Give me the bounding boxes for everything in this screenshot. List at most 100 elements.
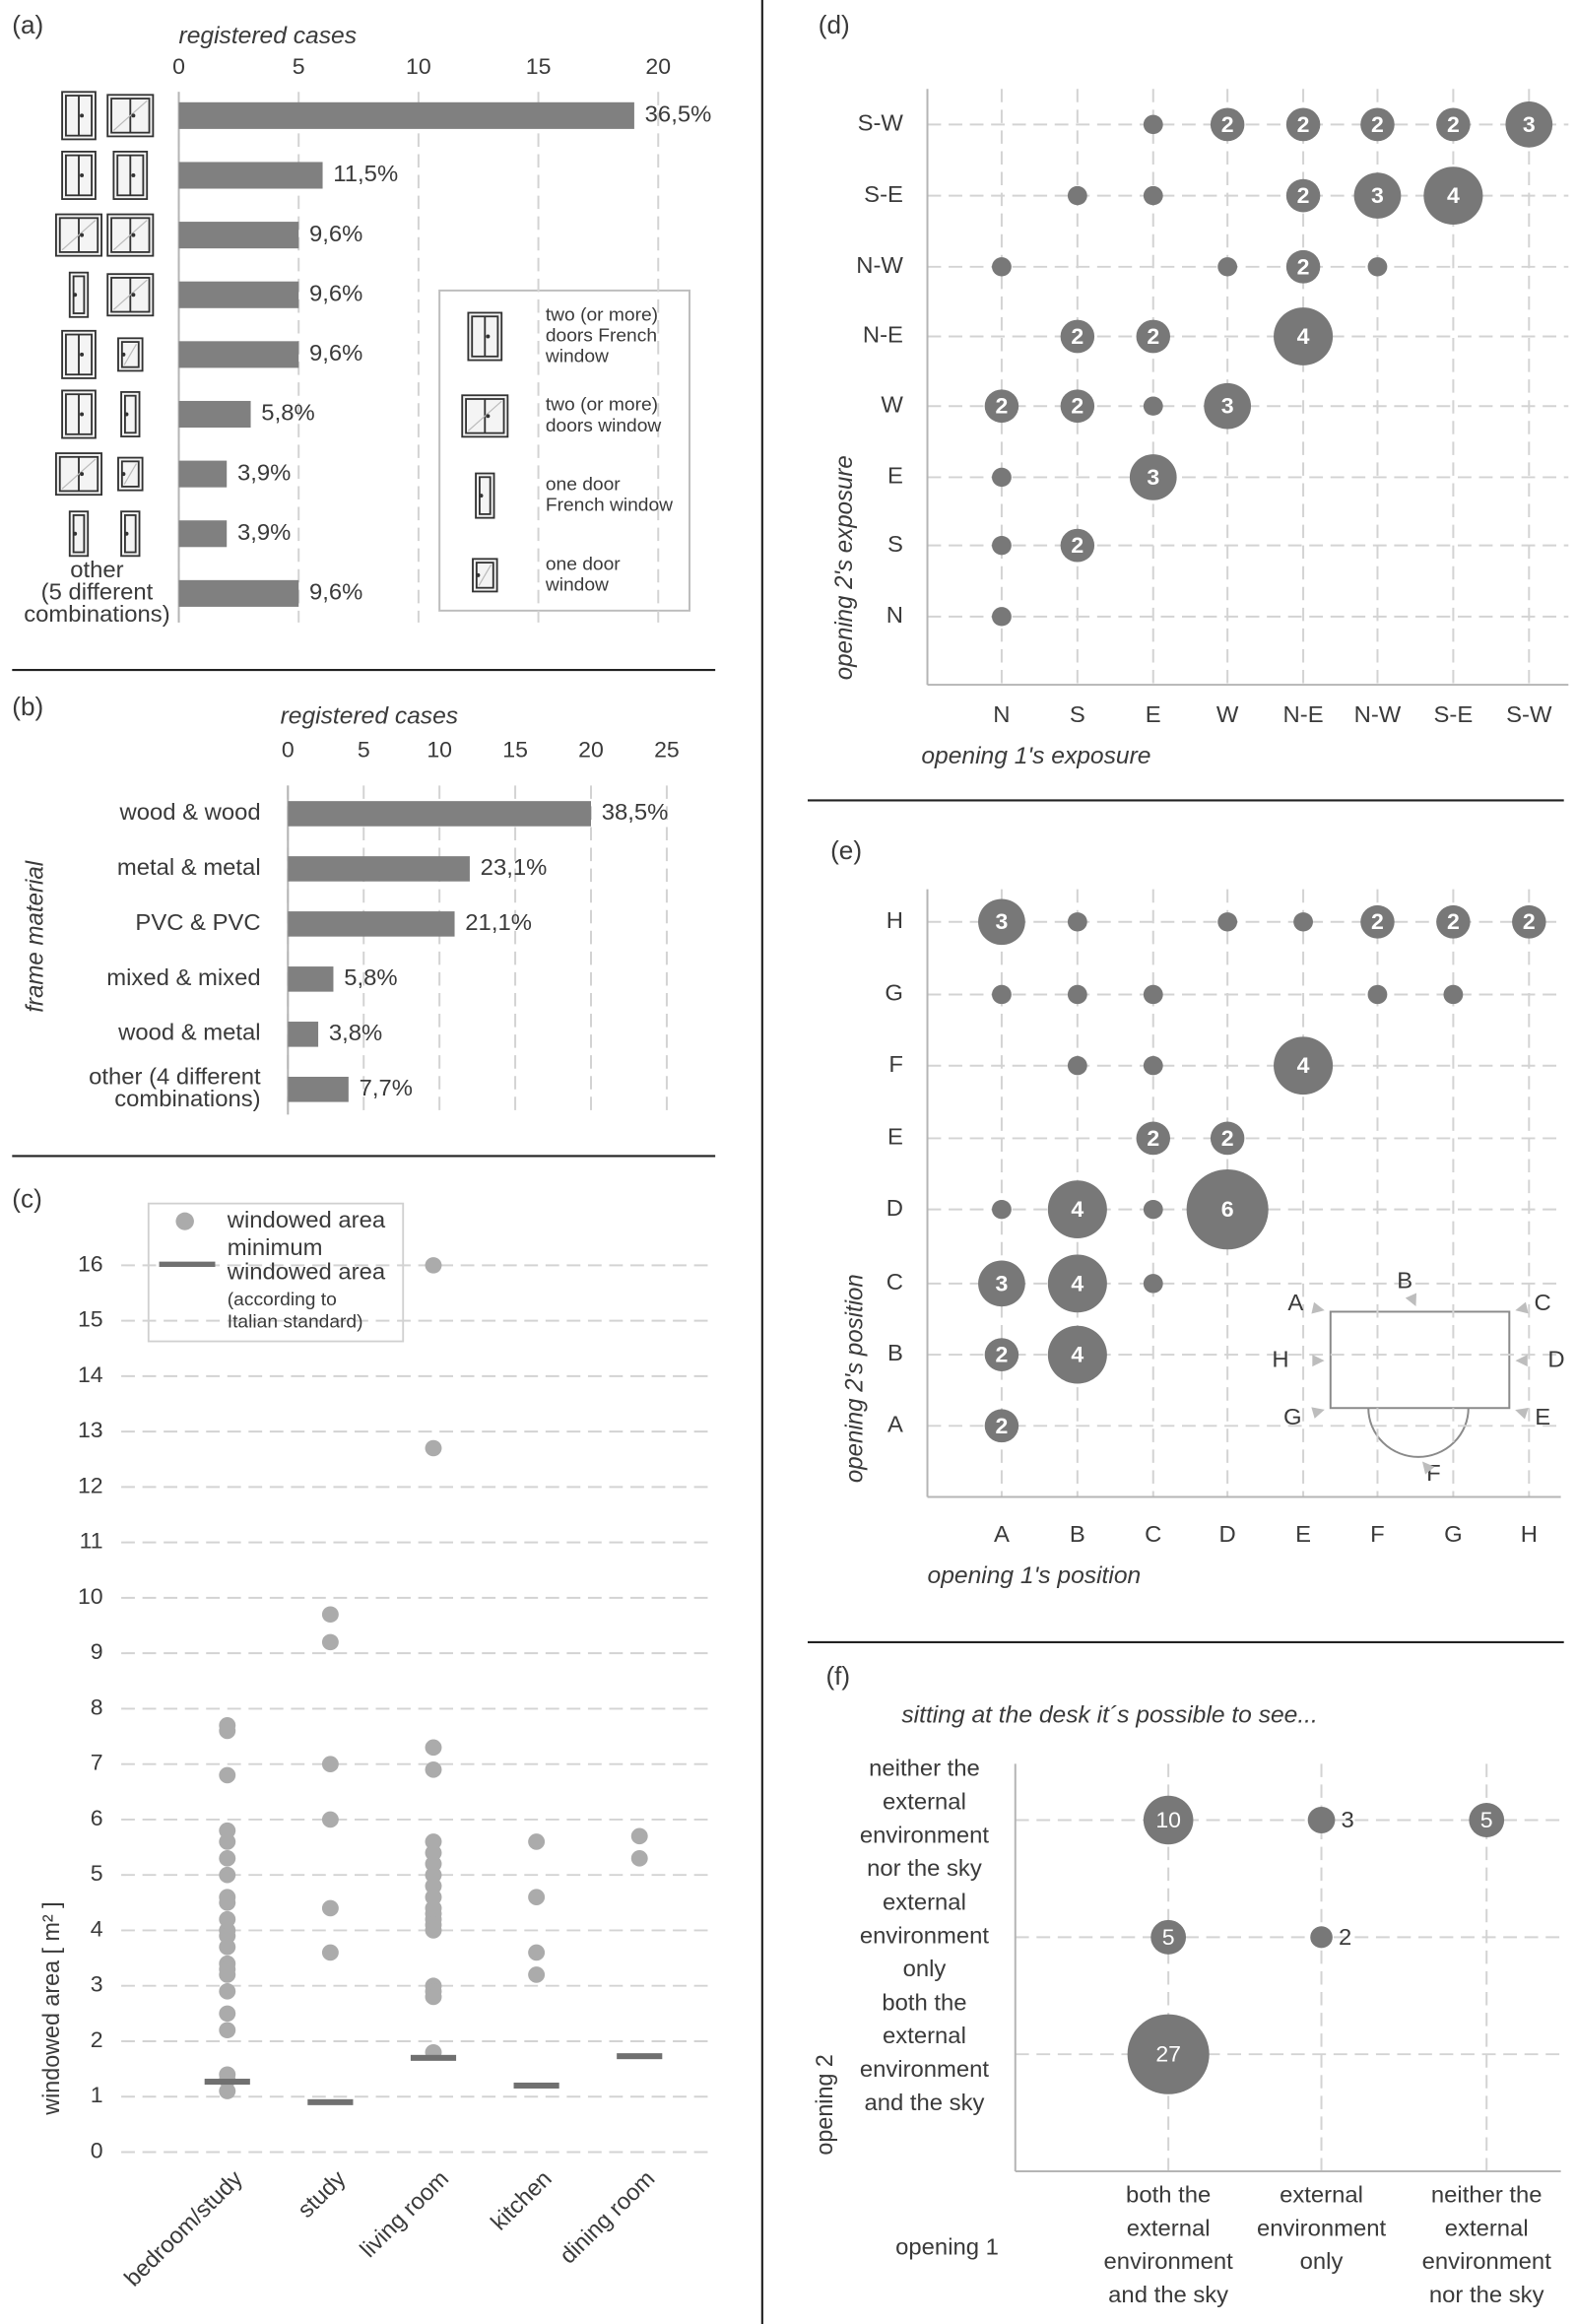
bubble	[1067, 185, 1087, 206]
panel-label: (e)	[830, 837, 862, 865]
window-icon-handle	[80, 472, 85, 477]
y-tick-label: E	[887, 1124, 903, 1150]
text-line: other	[70, 557, 123, 582]
bubble-label: 3	[1147, 464, 1159, 490]
text-line: metal & metal	[117, 854, 261, 880]
bubble	[984, 1409, 1019, 1443]
bubble	[1067, 984, 1087, 1005]
inset-arrow	[1515, 1301, 1529, 1314]
x-tick-label: 5	[358, 737, 370, 763]
y-tick-label: N	[886, 602, 903, 628]
x-tick-label: S	[1070, 701, 1085, 727]
bubble	[1274, 1036, 1334, 1096]
window-icon-handle	[80, 232, 85, 237]
bar	[288, 856, 470, 882]
window-icon-hatch	[61, 458, 97, 490]
data-point	[219, 1939, 236, 1956]
y-tick-label: 15	[78, 1306, 103, 1332]
bubble-label: 2	[996, 393, 1009, 419]
bar	[178, 579, 299, 607]
x-tick-label: 10	[427, 737, 452, 763]
bubble-label: 4	[1071, 1196, 1084, 1222]
bubble-label: 2	[996, 1413, 1009, 1438]
bubble	[1143, 396, 1163, 416]
bubble-label: 2	[1221, 1125, 1234, 1151]
bubble	[992, 607, 1012, 627]
legend-box	[438, 289, 690, 612]
value-label: 5,8%	[261, 400, 314, 426]
panel-label: (a)	[12, 12, 43, 39]
window-icon-handle	[121, 472, 126, 477]
text-line: external	[1127, 2216, 1211, 2241]
bubble	[1067, 1056, 1087, 1076]
x-tick-label: F	[1370, 1521, 1385, 1547]
minimum-marker	[204, 2079, 250, 2086]
y-tick-label: 7	[91, 1750, 103, 1775]
bar	[178, 101, 634, 129]
window-icon-hatch	[123, 344, 137, 365]
text-line: external	[1445, 2216, 1529, 2241]
window-icon-handle	[131, 113, 136, 118]
bubble-label: 4	[1297, 323, 1310, 349]
data-point	[528, 1889, 546, 1905]
inset-label: A	[1287, 1290, 1303, 1315]
bubble	[1060, 528, 1095, 563]
text-line: two (or more)	[546, 395, 658, 416]
data-point	[425, 1257, 442, 1274]
text-line: other (4 different	[89, 1064, 261, 1090]
window-icon-handle	[121, 352, 126, 357]
bubble	[1143, 114, 1163, 135]
bubble-label: 3	[1342, 1807, 1354, 1832]
category-label: mixed & mixed	[106, 964, 260, 990]
value-label: 3,9%	[237, 460, 291, 486]
data-point	[630, 1850, 648, 1867]
bubble-label: 4	[1071, 1342, 1084, 1367]
bubble	[1143, 1795, 1194, 1845]
window-icon	[68, 271, 90, 318]
y-tick-label: 6	[91, 1805, 103, 1830]
inset-label: B	[1397, 1268, 1412, 1294]
bar	[288, 1022, 319, 1047]
bar	[178, 222, 299, 249]
x-tick-label: 0	[172, 53, 185, 79]
data-point	[219, 1850, 236, 1867]
x-tick-label: study	[293, 2165, 351, 2223]
text-line: window	[545, 575, 609, 596]
bubble	[1512, 904, 1546, 939]
x-tick-label: 15	[526, 53, 552, 79]
bubble	[1186, 1169, 1269, 1250]
data-point	[219, 1966, 236, 1983]
bubble-label: 2	[1339, 1924, 1351, 1950]
inset-label: D	[1547, 1346, 1564, 1371]
bubble	[1067, 912, 1087, 932]
data-point	[219, 1722, 236, 1740]
text-line: (according to	[228, 1290, 337, 1310]
door-swing	[1367, 1408, 1470, 1458]
bubble-label: 5	[1162, 1924, 1175, 1950]
bubble	[1204, 382, 1252, 430]
legend-swatch	[175, 1212, 194, 1230]
category-label: other (5 different combinations)	[24, 557, 169, 627]
inset-label: H	[1272, 1346, 1288, 1371]
window-icon-handle	[80, 113, 85, 118]
window-icon-hatch	[467, 400, 502, 432]
data-point	[321, 1633, 339, 1651]
text-line: wood & metal	[117, 1020, 260, 1045]
axis-title: opening 1's exposure	[921, 743, 1150, 769]
y-tick-label: F	[888, 1051, 903, 1077]
x-tick-label: 0	[282, 737, 295, 763]
data-point	[425, 1988, 442, 2006]
bubble	[1423, 166, 1483, 225]
bubble-label: 2	[1371, 111, 1384, 137]
bubble	[1047, 1325, 1107, 1384]
y-tick-label: 4	[91, 1916, 103, 1942]
y-tick-label: N-W	[856, 252, 903, 278]
axis-title: opening 1	[895, 2234, 999, 2260]
legend-label: two (or more) doors window	[546, 395, 662, 436]
category-label: wood & wood	[118, 799, 260, 825]
text-line: French window	[546, 496, 673, 516]
text-line: one door	[546, 475, 622, 496]
x-tick-label: dining room	[555, 2165, 660, 2268]
